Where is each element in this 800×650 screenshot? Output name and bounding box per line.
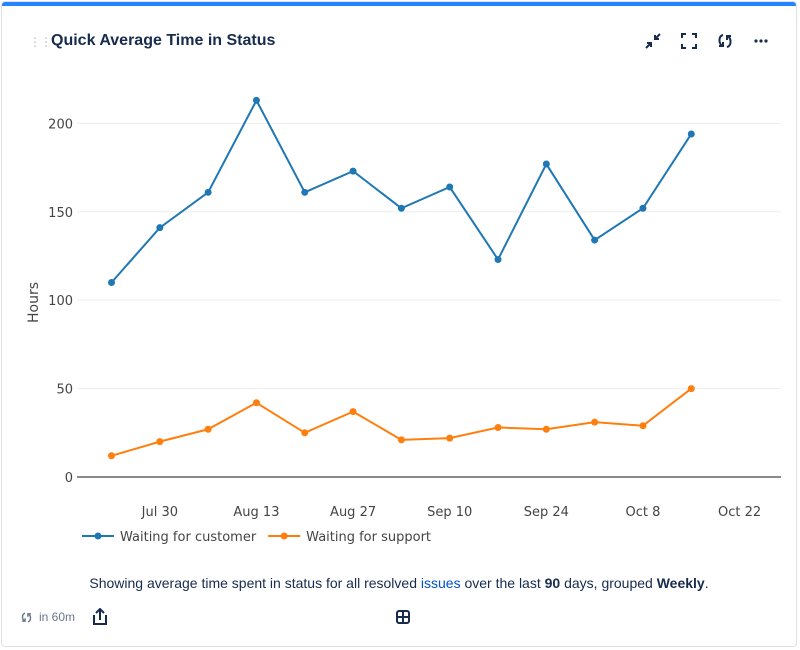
- data-point: [204, 188, 212, 196]
- data-point: [639, 204, 647, 212]
- data-point: [349, 167, 357, 175]
- series-line: [110, 98, 693, 284]
- days-value: 90: [544, 575, 561, 591]
- legend-label: Waiting for customer: [120, 530, 257, 545]
- data-point: [494, 256, 502, 264]
- grid-icon: [396, 610, 410, 624]
- data-point: [252, 399, 260, 407]
- data-point: [252, 96, 260, 104]
- data-point: [639, 422, 647, 430]
- data-point: [397, 204, 405, 212]
- description-text: days, grouped: [560, 575, 657, 591]
- y-tick-label: 0: [65, 471, 73, 486]
- data-point: [349, 408, 357, 416]
- minimize-button[interactable]: [642, 30, 664, 52]
- legend-label: Waiting for support: [306, 530, 431, 545]
- x-tick-label: Sep 10: [427, 505, 472, 520]
- data-point: [108, 279, 116, 286]
- refresh-button[interactable]: [714, 30, 736, 52]
- x-tick-label: Sep 24: [524, 505, 569, 520]
- share-icon: [93, 607, 107, 625]
- data-point: [687, 385, 695, 393]
- refresh-icon: [718, 34, 732, 48]
- issues-link[interactable]: issues: [420, 575, 461, 591]
- y-tick-label: 50: [56, 383, 73, 398]
- data-point: [591, 236, 599, 244]
- fullscreen-button[interactable]: [678, 30, 700, 52]
- legend-marker: [94, 532, 102, 540]
- x-tick-label: Jul 30: [141, 505, 178, 520]
- data-point: [591, 418, 599, 426]
- y-axis-label: Hours: [26, 282, 42, 323]
- data-point: [687, 130, 695, 138]
- x-tick-label: Aug 27: [330, 505, 376, 520]
- data-point: [446, 434, 454, 442]
- data-point: [108, 452, 116, 460]
- series-line: [111, 387, 692, 457]
- x-tick-label: Oct 22: [718, 505, 761, 520]
- more-icon: [754, 39, 768, 43]
- gadget-title: Quick Average Time in Status: [51, 32, 276, 49]
- fullscreen-icon: [681, 33, 697, 49]
- more-button[interactable]: [750, 30, 772, 52]
- line-chart: 0 50 100 150 200 Jul 30 Aug 13 Aug 27 Sep 10 Sep …: [26, 96, 781, 545]
- chart-description: Showing average time spent in status for…: [2, 575, 796, 591]
- data-point: [446, 183, 454, 191]
- data-point: [301, 429, 309, 437]
- data-point: [542, 425, 550, 433]
- data-point: [301, 188, 309, 196]
- data-point: [494, 423, 502, 431]
- x-tick-label: Aug 13: [233, 505, 279, 520]
- minimize-icon: [645, 33, 661, 49]
- drag-handle-icon[interactable]: ⋮⋮: [29, 35, 52, 49]
- table-view-button[interactable]: [395, 609, 411, 630]
- grouping-value: Weekly: [656, 575, 705, 591]
- data-point: [156, 224, 164, 232]
- refresh-interval: in 60m: [39, 610, 76, 624]
- data-point: [204, 425, 212, 433]
- data-point: [156, 438, 164, 446]
- description-text: over the last: [460, 575, 545, 591]
- share-button[interactable]: [92, 607, 108, 631]
- description-text: Showing average time spent in status for…: [89, 575, 421, 591]
- x-tick-label: Oct 8: [626, 505, 661, 520]
- data-point: [542, 160, 550, 168]
- y-tick-label: 150: [48, 206, 73, 221]
- y-tick-label: 200: [48, 117, 73, 132]
- refresh-icon: [21, 611, 32, 623]
- description-text: .: [704, 575, 709, 591]
- data-point: [397, 436, 405, 444]
- y-tick-label: 100: [48, 294, 73, 309]
- auto-refresh-status: in 60m: [20, 610, 75, 624]
- accent-bar: [2, 2, 796, 6]
- legend-marker: [280, 532, 288, 540]
